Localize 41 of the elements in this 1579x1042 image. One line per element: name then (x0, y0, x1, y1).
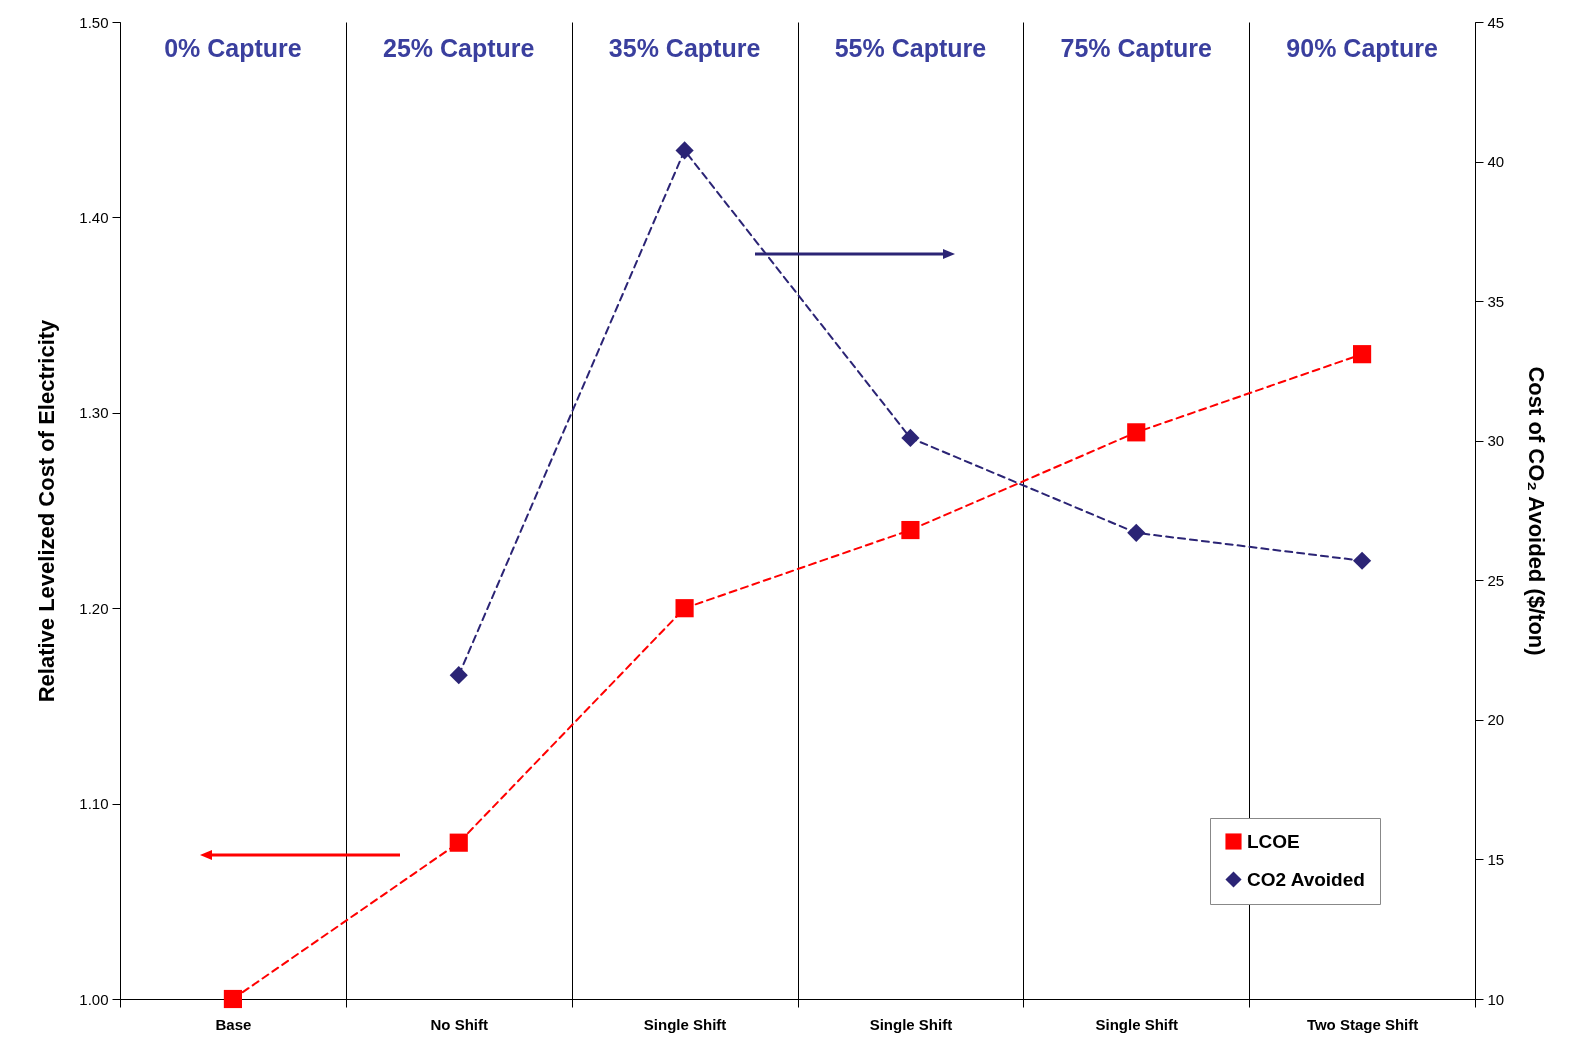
x-tick-label: Single Shift (643, 1015, 727, 1033)
y2-tick-label: 15 (1487, 850, 1505, 868)
y2-tick-label: 45 (1487, 13, 1505, 31)
y2-tick-label: 25 (1487, 571, 1505, 589)
point (449, 833, 468, 852)
point (901, 520, 920, 540)
y-tick-label: 1.10 (79, 795, 109, 813)
y-axis-title: Relative Levelized Cost of Electricity (34, 318, 60, 703)
point (223, 989, 242, 1009)
y-tick-label: 1.20 (79, 599, 109, 617)
y2-tick-label: 35 (1487, 292, 1505, 310)
point (449, 666, 468, 685)
legend-label: CO2 Avoided (1247, 868, 1365, 890)
x-tick-label: Base (215, 1015, 252, 1033)
annotation: 25% Capture (383, 34, 535, 62)
y-tick-label: 1.50 (79, 13, 109, 31)
y-tick-label: 1.00 (79, 990, 109, 1008)
y2-tick-label: 40 (1487, 153, 1505, 171)
point (901, 428, 920, 448)
x-tick-label: Single Shift (869, 1015, 953, 1033)
point (1127, 523, 1146, 542)
y2-tick-label: 20 (1487, 711, 1505, 729)
legend-label: LCOE (1247, 830, 1300, 852)
x-tick-label: Two Stage Shift (1306, 1015, 1419, 1033)
x-tick-label: Single Shift (1095, 1015, 1178, 1033)
x-tick-label: No Shift (430, 1015, 488, 1033)
y-tick-label: 1.40 (79, 208, 109, 226)
point (675, 599, 694, 618)
point (675, 141, 694, 160)
annotation: 35% Capture (608, 34, 761, 62)
annotation: 0% Capture (164, 34, 302, 62)
y-tick-label: 1.30 (79, 404, 109, 422)
point (1353, 551, 1372, 570)
annotation: 75% Capture (1060, 34, 1213, 62)
point (1353, 345, 1372, 364)
point (1127, 423, 1146, 442)
y2-axis-title: Cost of CO₂ Avoided ($/ton) (1524, 366, 1550, 656)
y2-tick-label: 10 (1487, 990, 1505, 1008)
annotation: 90% Capture (1286, 34, 1438, 62)
y2-tick-label: 30 (1487, 432, 1505, 450)
annotation: 55% Capture (834, 34, 987, 62)
